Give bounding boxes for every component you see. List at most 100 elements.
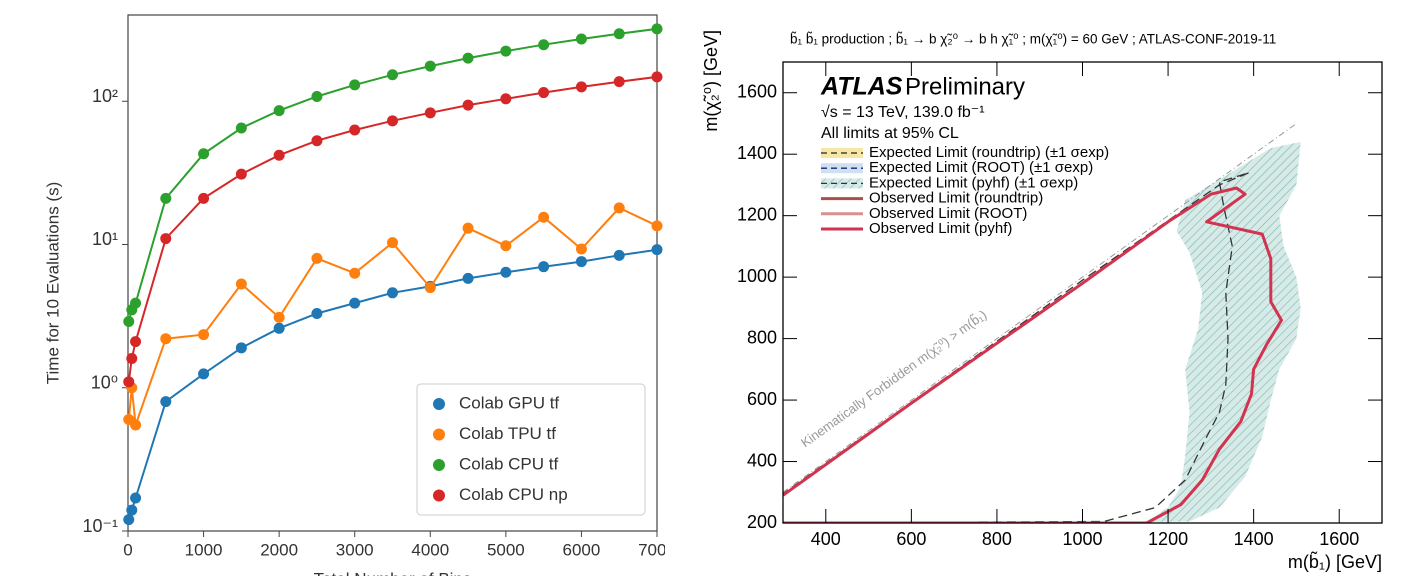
marker	[273, 149, 285, 161]
marker	[235, 278, 247, 290]
marker	[500, 45, 512, 57]
y-tick-label: 1200	[737, 204, 777, 224]
marker	[462, 99, 474, 111]
x-tick-label: 2000	[260, 540, 298, 559]
legend-label: Colab CPU tf	[459, 454, 558, 473]
marker	[613, 76, 625, 88]
y-tick-label: 1000	[737, 266, 777, 286]
expected-band	[1082, 141, 1301, 523]
marker	[160, 233, 172, 245]
marker	[349, 79, 361, 91]
x-tick-label: 1400	[1234, 529, 1274, 549]
marker	[651, 71, 663, 83]
y-tick-label: 200	[747, 512, 777, 532]
y-tick-label: 600	[747, 389, 777, 409]
marker	[126, 504, 138, 516]
marker	[462, 272, 474, 284]
x-tick-label: 1000	[1062, 529, 1102, 549]
marker	[462, 222, 474, 234]
x-tick-label: 4000	[411, 540, 449, 559]
marker	[235, 122, 247, 134]
marker	[311, 90, 323, 102]
y-tick-label: 10²	[92, 86, 118, 106]
observed-limit	[783, 186, 1283, 523]
marker	[575, 33, 587, 45]
marker	[123, 316, 135, 328]
marker	[538, 261, 550, 273]
plot-frame	[127, 14, 658, 532]
y-axis-label: m(χ̃₂⁰) [GeV]	[701, 30, 721, 132]
marker	[130, 297, 142, 309]
x-tick-label: 400	[811, 529, 841, 549]
forbidden-line	[783, 123, 1297, 493]
x-tick-label: 0	[123, 540, 132, 559]
legend-marker	[433, 459, 445, 471]
marker	[613, 249, 625, 261]
marker	[349, 297, 361, 309]
marker	[160, 333, 172, 345]
marker	[349, 124, 361, 136]
marker	[500, 240, 512, 252]
marker	[198, 368, 210, 380]
marker	[424, 107, 436, 119]
marker	[651, 23, 663, 35]
legend-label: Colab GPU tf	[459, 393, 559, 412]
legend-label: Observed Limit (pyhf)	[869, 220, 1012, 237]
expected-limit	[783, 171, 1251, 523]
marker	[198, 148, 210, 160]
marker	[387, 287, 398, 299]
legend-label: Expected Limit (roundtrip) (±1 σexp)	[869, 144, 1109, 161]
marker	[651, 244, 663, 256]
x-axis-label: Total Number of Bins	[314, 569, 472, 576]
marker	[387, 237, 398, 249]
marker	[500, 266, 512, 278]
forbidden-label: Kinematically Forbidden m(χ̃₂⁰) > m(b̃₁)	[798, 307, 989, 450]
y-tick-label: 1400	[737, 143, 777, 163]
marker	[273, 311, 285, 323]
marker	[160, 396, 172, 408]
y-tick-label: 800	[747, 327, 777, 347]
x-tick-label: 600	[896, 529, 926, 549]
experiment-label: ATLAS	[820, 73, 903, 101]
marker	[123, 376, 135, 388]
cl-label: All limits at 95% CL	[821, 125, 959, 142]
x-tick-label: 1200	[1148, 529, 1188, 549]
marker	[198, 329, 210, 341]
marker	[538, 39, 550, 51]
marker	[273, 322, 285, 334]
marker	[424, 60, 436, 72]
x-axis-label: m(b̃₁) [GeV]	[1288, 551, 1382, 572]
marker	[613, 28, 625, 40]
y-tick-label: 1600	[737, 81, 777, 101]
marker	[311, 307, 323, 319]
marker	[160, 192, 172, 204]
timing-chart: 10⁻¹ 10⁰ 10¹ 10² 0 1000 2000 3000 4000 5000 6000 70…	[43, 14, 665, 576]
marker	[575, 81, 587, 93]
limit-chart: b̃₁ b̃₁ production ; b̃₁ → b χ̃₂⁰ → b h …	[701, 30, 1383, 572]
chart-title: b̃₁ b̃₁ production ; b̃₁ → b χ̃₂⁰ → b h …	[790, 31, 1276, 46]
y-tick-label: 10⁰	[91, 372, 118, 392]
marker	[613, 202, 625, 214]
marker	[575, 256, 587, 268]
marker	[462, 52, 474, 64]
status-label: Preliminary	[905, 73, 1025, 100]
x-tick-label: 1600	[1319, 529, 1359, 549]
x-tick-label: 6000	[563, 540, 601, 559]
legend-label: Observed Limit (roundtrip)	[869, 190, 1043, 207]
legend-marker	[433, 428, 445, 441]
y-tick-label: 400	[747, 450, 777, 470]
legend-marker	[433, 398, 445, 410]
legend-box	[416, 383, 646, 516]
legend-label: Expected Limit (ROOT) (±1 σexp)	[869, 159, 1093, 176]
marker	[387, 69, 398, 81]
marker	[311, 252, 323, 264]
x-tick-label: 7000	[638, 540, 665, 559]
y-tick-label: 10⁻¹	[82, 516, 118, 536]
marker	[387, 115, 398, 127]
marker	[198, 192, 210, 204]
marker	[235, 168, 247, 180]
marker	[130, 492, 142, 504]
marker	[349, 267, 361, 279]
x-tick-label: 800	[982, 529, 1012, 549]
